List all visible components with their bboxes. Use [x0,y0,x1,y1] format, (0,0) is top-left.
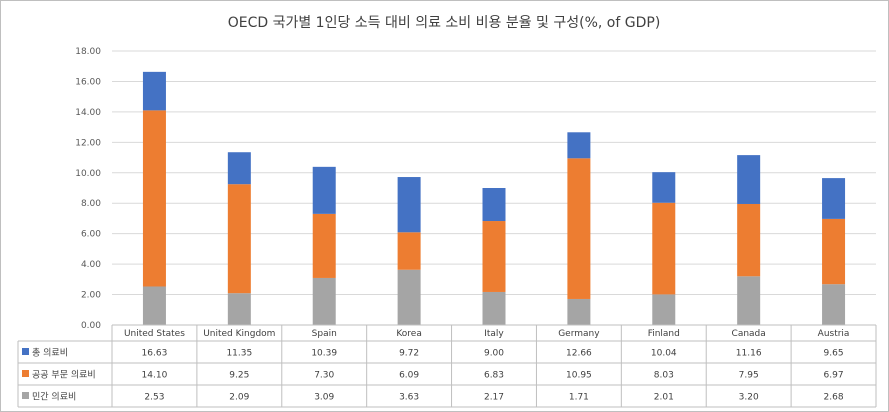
bar-private [737,276,761,325]
data-label: 2.01 [654,393,674,403]
y-tick-label: 18.00 [75,47,101,57]
y-axis-ticks: 0.00 2.00 4.00 6.00 8.00 10.00 12.00 14.00 16.00… [75,47,101,331]
data-label: 12.66 [566,349,592,359]
bar-private [567,298,591,325]
bar-private [652,294,676,325]
data-label: 8.03 [654,371,674,381]
bar-total [822,178,846,219]
bar-total [652,172,676,203]
data-table: United States United Kingdom Spain Korea Ita… [17,324,877,408]
bar-public [652,202,676,295]
data-label: 1.71 [569,393,589,403]
data-label: 10.95 [566,371,592,381]
bar-public [397,232,421,270]
bar-total [142,71,166,111]
data-label: 2.17 [484,393,504,403]
data-label: 9.25 [229,371,249,381]
bar-public [737,203,761,277]
y-tick-label: 8.00 [81,199,101,209]
bar-public [142,110,166,287]
bar-public [482,221,506,292]
bar-total [312,166,336,214]
bar-private [312,277,336,325]
bar-public [312,213,336,278]
bar-private [227,293,251,325]
data-label: 9.72 [399,349,419,359]
data-label: 11.35 [226,349,252,359]
x-tick-label: Korea [396,329,422,339]
data-label: 3.20 [739,393,759,403]
bar-total [482,188,506,222]
bar-private [142,286,166,325]
data-label: 3.63 [399,393,419,403]
bar-total [227,152,251,185]
bar-total [737,155,761,204]
data-label: 9.00 [484,349,504,359]
y-tick-label: 14.00 [75,108,101,118]
x-tick-label: United States [124,329,185,339]
y-tick-label: 16.00 [75,77,101,87]
data-label: 10.04 [651,349,677,359]
x-tick-label: Finland [648,329,680,339]
x-tick-label: Canada [732,329,766,339]
chart-title: OECD 국가별 1인당 소득 대비 의료 소비 비용 분율 및 구성(%, o… [228,15,661,31]
legend-label: 공공 부문 의료비 [32,370,96,381]
data-label: 14.10 [142,371,168,381]
data-label: 9.65 [824,349,844,359]
data-label: 3.09 [314,393,334,403]
bar-private [397,269,421,325]
y-tick-label: 6.00 [81,230,101,240]
data-label: 2.68 [824,393,844,403]
x-tick-label: Germany [558,329,600,339]
bar-total [567,132,591,159]
bars [142,71,846,325]
legend-swatch [22,348,29,355]
data-label: 7.95 [739,371,759,381]
y-tick-label: 0.00 [81,321,101,331]
bar-private [822,284,846,325]
y-tick-label: 12.00 [75,138,101,148]
bar-total [397,177,421,233]
bar-public [567,158,591,299]
x-tick-label: Austria [818,329,850,339]
y-tick-label: 10.00 [75,169,101,179]
legend-label: 민간 의료비 [32,392,76,403]
bar-public [822,218,846,285]
data-label: 11.16 [736,349,762,359]
y-tick-label: 4.00 [81,260,101,270]
x-tick-label: Italy [484,329,504,339]
bar-private [482,291,506,325]
legend-swatch [22,392,29,399]
data-label: 7.30 [314,371,334,381]
y-tick-label: 2.00 [81,291,101,301]
legend-swatch [22,370,29,377]
data-label: 2.09 [229,393,249,403]
x-tick-label: Spain [312,329,337,339]
data-label: 2.53 [144,393,164,403]
data-label: 6.09 [399,371,419,381]
bar-public [227,184,251,294]
x-tick-label: United Kingdom [203,329,275,339]
data-label: 10.39 [311,349,337,359]
data-label: 6.83 [484,371,504,381]
data-label: 16.63 [142,349,168,359]
legend-label: 총 의료비 [32,348,68,359]
data-label: 6.97 [824,371,844,381]
